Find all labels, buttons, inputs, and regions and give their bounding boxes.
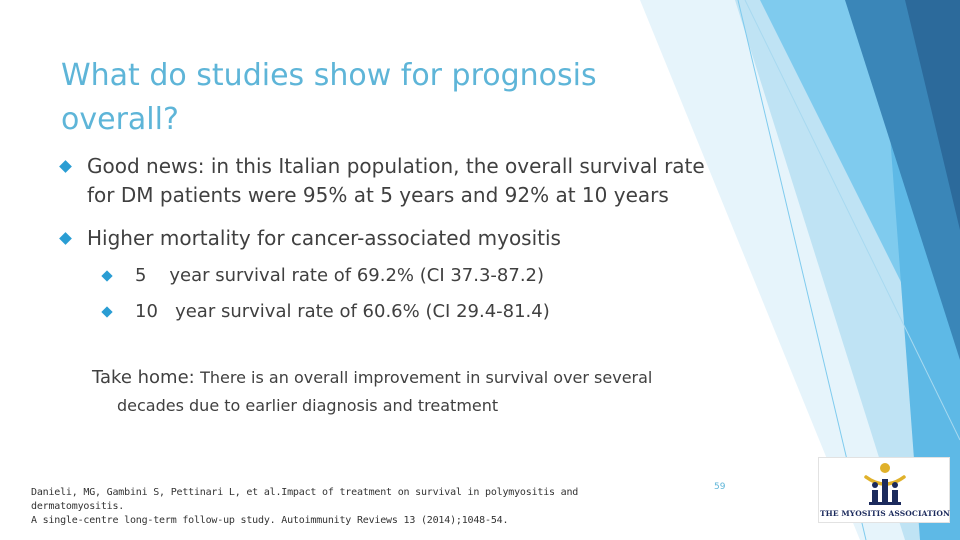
bullet-item-overall-survival: Good news: in this Italian population, t… (57, 152, 737, 210)
take-home-line-1: There is an overall improvement in survi… (200, 368, 653, 387)
bullet-text: Good news: in this Italian population, t… (87, 154, 705, 207)
myositis-association-logo-icon (864, 463, 906, 505)
citation-line-1: Danieli, MG, Gambini S, Pettinari L, et … (31, 487, 579, 512)
citation-reference: Danieli, MG, Gambini S, Pettinari L, et … (31, 486, 671, 528)
slide-number: 59 (714, 482, 726, 492)
logo-text: THE MYOSITIS ASSOCIATION (819, 509, 950, 518)
diamond-bullet-icon (101, 306, 113, 318)
sub-bullet-text: 5 year survival rate of 69.2% (CI 37.3-8… (135, 265, 545, 286)
sub-bullet-item-10-year: 10 year survival rate of 60.6% (CI 29.4-… (57, 299, 737, 325)
slide-title: What do studies show for prognosis overa… (61, 58, 597, 137)
bullet-item-cancer-mortality: Higher mortality for cancer-associated m… (57, 224, 737, 253)
diamond-bullet-icon (59, 232, 72, 245)
take-home-message: Take home: There is an overall improveme… (92, 364, 732, 420)
sub-bullet-text: 10 year survival rate of 60.6% (CI 29.4-… (135, 301, 550, 322)
myositis-association-logo: THE MYOSITIS ASSOCIATION (818, 457, 950, 523)
sub-bullet-item-5-year: 5 year survival rate of 69.2% (CI 37.3-8… (57, 263, 737, 289)
bullet-list: Good news: in this Italian population, t… (57, 152, 737, 325)
diamond-bullet-icon (59, 160, 72, 173)
take-home-line-2: decades due to earlier diagnosis and tre… (117, 396, 499, 415)
bullet-text: Higher mortality for cancer-associated m… (87, 226, 561, 250)
citation-line-2: A single-centre long-term follow-up stud… (31, 515, 509, 526)
diamond-bullet-icon (101, 270, 113, 282)
take-home-label: Take home: (92, 367, 195, 388)
